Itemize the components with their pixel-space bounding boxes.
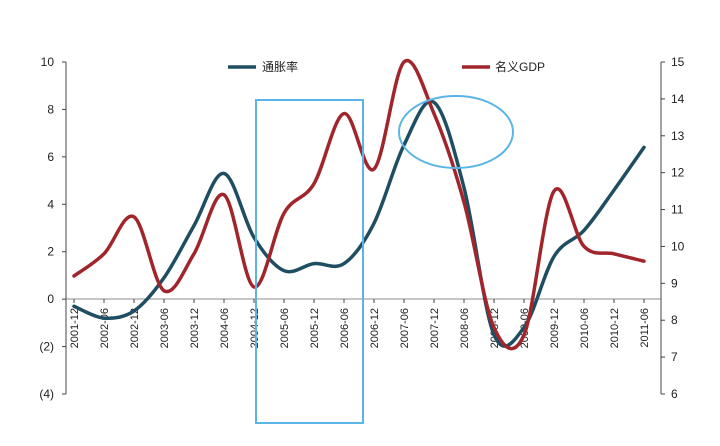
x-tick-label: 2010-06 [579,308,591,348]
left-tick-label: 0 [47,292,54,306]
x-tick-label: 2003-12 [189,308,201,348]
x-tick-label: 2005-12 [309,308,321,348]
left-tick-label: 8 [47,102,54,116]
x-tick-label: 2007-12 [429,308,441,348]
series-line-nominal-gdp [72,58,646,351]
right-tick-label: 7 [671,350,678,364]
x-tick-label: 2003-06 [159,308,171,348]
x-axis-ticks: 2001-12 2002-06 2002-12 2003-06 2003-12 2004-… [69,299,651,348]
x-tick-label: 2006-12 [369,308,381,348]
left-tick-label: 2 [47,245,54,259]
highlight-box-annotation [255,99,364,424]
right-tick-label: 9 [671,276,678,290]
x-tick-label: 2007-06 [399,308,411,348]
right-tick-label: 15 [671,55,685,69]
left-tick-label: 6 [47,150,54,164]
legend: 通胀率 名义GDP [228,59,545,74]
left-axis-ticks: 10 8 6 4 2 0 (2) (4) [39,55,66,401]
right-tick-label: 12 [671,166,685,180]
highlight-ellipse-annotation [398,95,514,169]
x-tick-label: 2004-06 [219,308,231,348]
x-tick-label: 2005-06 [279,308,291,348]
right-axis-ticks: 15 14 13 12 11 10 9 8 7 6 [661,55,685,401]
right-tick-label: 6 [671,387,678,401]
x-tick-label: 2002-06 [99,308,111,348]
right-tick-label: 10 [671,239,685,253]
right-tick-label: 11 [671,203,684,217]
legend-label-nominal-gdp: 名义GDP [495,59,545,74]
legend-label-inflation: 通胀率 [262,59,298,74]
right-tick-label: 13 [671,129,685,143]
x-tick-label: 2010-12 [609,308,621,348]
left-tick-label: 4 [47,197,54,211]
x-tick-label: 2008-06 [459,308,471,348]
x-tick-label: 2006-06 [339,308,351,348]
left-tick-label: 10 [41,55,55,69]
left-tick-label: (4) [39,387,54,401]
right-tick-label: 14 [671,92,685,106]
x-tick-label: 2002-12 [129,308,141,348]
series-line-inflation [72,99,646,348]
x-tick-label: 2001-12 [69,308,81,348]
left-tick-label: (2) [39,340,54,354]
x-tick-label: 2009-12 [549,308,561,348]
right-tick-label: 8 [671,313,678,327]
series-layer [72,58,646,351]
x-tick-label: 2011-06 [639,308,651,348]
